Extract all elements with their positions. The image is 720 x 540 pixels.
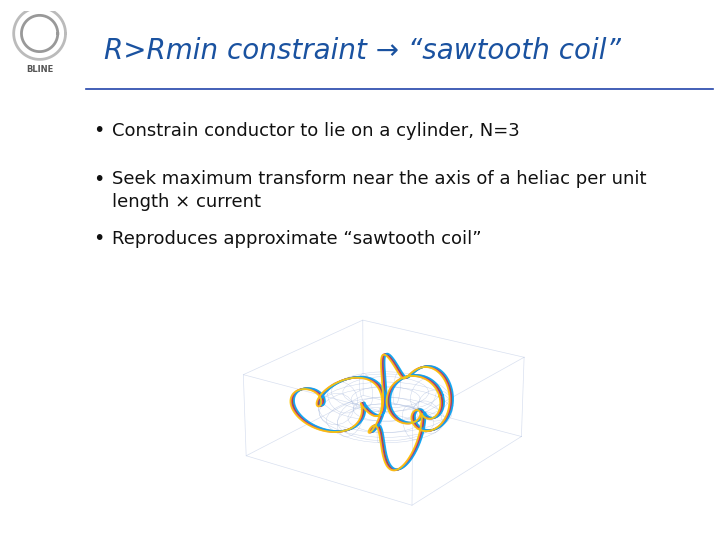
Text: R>Rmin constraint → “sawtooth coil”: R>Rmin constraint → “sawtooth coil” [104,37,621,65]
Text: Constrain conductor to lie on a cylinder, N=3: Constrain conductor to lie on a cylinder… [112,122,519,139]
Text: Reproduces approximate “sawtooth coil”: Reproduces approximate “sawtooth coil” [112,230,481,247]
Text: •: • [94,170,105,189]
Text: •: • [94,230,105,248]
Text: •: • [94,122,105,140]
Text: BLINE: BLINE [26,65,53,73]
Text: Seek maximum transform near the axis of a heliac per unit
length × current: Seek maximum transform near the axis of … [112,170,646,211]
